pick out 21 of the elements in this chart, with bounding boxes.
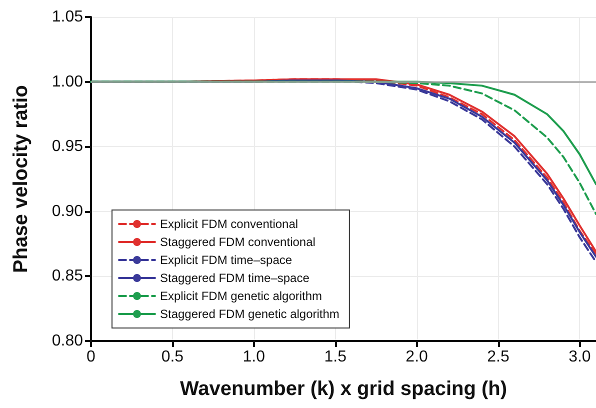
legend-label: Explicit FDM time–space (160, 253, 292, 267)
legend-label: Explicit FDM genetic algorithm (160, 289, 322, 303)
y-tick-label: 0.90 (52, 202, 84, 220)
y-tick-label: 0.95 (52, 138, 84, 156)
legend-label: Staggered FDM genetic algorithm (160, 307, 340, 321)
x-tick-label: 0 (86, 348, 96, 366)
y-tick-label: 1.05 (52, 8, 84, 26)
y-axis-title: Phase velocity ratio (10, 85, 32, 273)
y-tick-label: 0.80 (52, 332, 84, 350)
legend-label: Staggered FDM time–space (160, 271, 310, 285)
legend-label: Explicit FDM conventional (160, 217, 298, 231)
x-tick-label: 1.0 (242, 348, 266, 366)
x-tick-label: 1.5 (324, 348, 347, 366)
legend-label: Staggered FDM conventional (160, 235, 316, 249)
x-tick-label: 2.5 (487, 348, 510, 366)
x-tick-label: 3.0 (568, 348, 591, 366)
y-tick-label: 0.85 (52, 268, 84, 285)
x-tick-label: 2.0 (406, 348, 428, 366)
x-tick-label: 0.5 (161, 348, 184, 366)
y-tick-label: 1.00 (52, 73, 84, 90)
x-axis-title: Wavenumber (k) x grid spacing (h) (180, 378, 508, 400)
